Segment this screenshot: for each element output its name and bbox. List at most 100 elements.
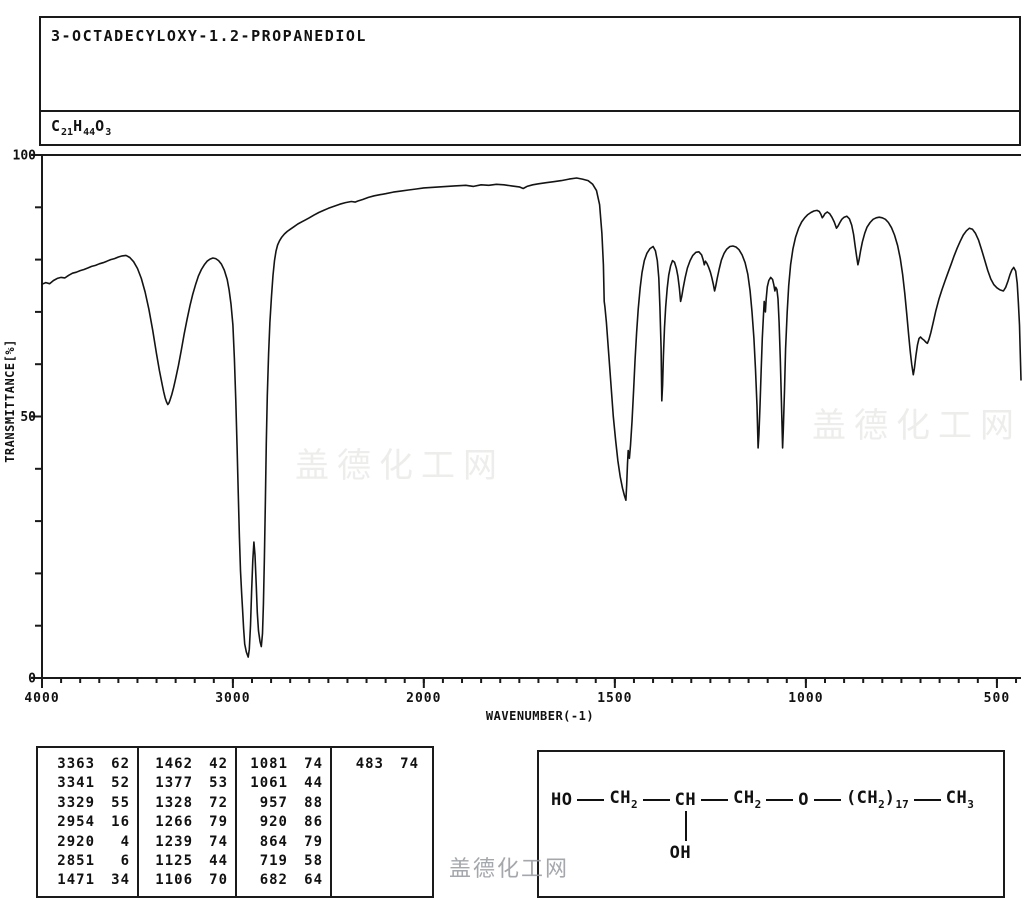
peak-row: 483 74 <box>332 755 426 774</box>
atom-group: (CH2)17 <box>845 788 909 811</box>
peak-transmittance: 44 <box>209 853 228 870</box>
peak-transmittance: 53 <box>209 775 228 792</box>
peak-table-column: 483 74 <box>332 748 426 896</box>
x-tick-label: 1500 <box>597 691 632 706</box>
peak-wavenumber: 1106 <box>155 872 193 889</box>
peak-transmittance: 6 <box>120 853 130 870</box>
peak-row: 1106 70 <box>139 871 235 890</box>
y-tick-label: 0 <box>28 672 36 687</box>
spectrum-curve <box>41 177 1022 658</box>
peak-transmittance: 74 <box>209 833 228 850</box>
peak-wavenumber: 2920 <box>57 833 95 850</box>
peak-wavenumber: 920 <box>259 814 288 831</box>
peak-row: 2920 4 <box>38 833 137 852</box>
peak-transmittance: 16 <box>111 814 130 831</box>
peak-wavenumber: 1462 <box>155 756 193 772</box>
peak-transmittance: 62 <box>111 756 130 772</box>
peak-row: 1462 42 <box>139 755 235 774</box>
peak-row: 1328 72 <box>139 794 235 813</box>
site-watermark: 盖德化工网 <box>449 857 570 882</box>
peak-wavenumber: 1239 <box>155 833 193 850</box>
peak-wavenumber: 1125 <box>155 853 193 870</box>
peak-transmittance: 34 <box>111 872 130 889</box>
peak-row: 1266 79 <box>139 813 235 832</box>
peak-row: 3329 55 <box>38 794 137 813</box>
peak-wavenumber: 1328 <box>155 794 193 811</box>
x-tick-label: 2000 <box>406 691 441 706</box>
peak-transmittance: 52 <box>111 775 130 792</box>
atom-group: HO <box>551 789 573 810</box>
peak-row: 1239 74 <box>139 833 235 852</box>
peak-transmittance: 74 <box>304 756 323 772</box>
peak-wavenumber: 864 <box>259 833 288 850</box>
peak-row: 957 88 <box>237 794 330 813</box>
branch-bond-line <box>684 810 687 841</box>
peak-transmittance: 79 <box>209 814 228 831</box>
structure-formula: HO CH2 CH OH CH2 O (CH2)17 CH3 <box>551 788 974 863</box>
atom-group: O <box>798 789 809 810</box>
x-tick-label: 500 <box>984 691 1010 706</box>
y-axis-title: TRANSMITTANCE[%] <box>3 339 17 463</box>
peak-wavenumber: 3341 <box>57 775 95 792</box>
compound-title: 3-OCTADECYLOXY-1.2-PROPANEDIOL <box>51 27 367 45</box>
peak-wavenumber: 3329 <box>57 794 95 811</box>
bond-line <box>701 798 729 801</box>
atom-group: CH OH <box>669 789 697 863</box>
peak-transmittance: 86 <box>304 814 323 831</box>
peak-table-column: 1081 74 1061 44 957 88 920 86 864 79 719 58 682 64 <box>237 748 332 896</box>
peak-row: 3363 62 <box>38 755 137 774</box>
peak-wavenumber: 957 <box>259 794 288 811</box>
peak-wavenumber: 1377 <box>155 775 193 792</box>
bond-line <box>577 798 605 801</box>
peak-table: 3363 62 3341 52 3329 55 2954 16 2920 4 2851 6 1471 34… <box>36 746 434 898</box>
x-tick-label: 4000 <box>24 691 59 706</box>
peak-transmittance: 74 <box>400 756 419 772</box>
peak-row: 864 79 <box>237 833 330 852</box>
peak-row: 920 86 <box>237 813 330 832</box>
y-tick-label: 100 <box>13 149 37 164</box>
peak-row: 1081 74 <box>237 755 330 774</box>
peak-row: 682 64 <box>237 871 330 890</box>
peak-transmittance: 88 <box>304 794 323 811</box>
peak-row: 3341 52 <box>38 774 137 793</box>
atom-group: CH3 <box>945 788 974 811</box>
peak-transmittance: 58 <box>304 853 323 870</box>
molecular-formula: C21H44O3 <box>51 117 112 138</box>
header-box: 3-OCTADECYLOXY-1.2-PROPANEDIOL C21H44O3 <box>39 16 1021 146</box>
peak-transmittance: 64 <box>304 872 323 889</box>
peak-row: 1471 34 <box>38 871 137 890</box>
peak-row: 1377 53 <box>139 774 235 793</box>
peak-table-column: 1462 42 1377 53 1328 72 1266 79 1239 74 1125 44 1106… <box>139 748 237 896</box>
peak-wavenumber: 719 <box>259 853 288 870</box>
peak-row: 719 58 <box>237 852 330 871</box>
x-tick-label: 1000 <box>788 691 823 706</box>
header-divider <box>41 110 1019 112</box>
structure-box: HO CH2 CH OH CH2 O (CH2)17 CH3 <box>537 750 1005 898</box>
bond-line <box>913 798 941 801</box>
peak-transmittance: 55 <box>111 794 130 811</box>
peak-wavenumber: 1471 <box>57 872 95 889</box>
peak-row: 2954 16 <box>38 813 137 832</box>
peak-row: 2851 6 <box>38 852 137 871</box>
peak-wavenumber: 483 <box>355 756 384 772</box>
x-axis-title: WAVENUMBER(-1) <box>486 709 594 723</box>
peak-wavenumber: 1081 <box>250 756 288 772</box>
peak-transmittance: 44 <box>304 775 323 792</box>
hydroxyl-label: OH <box>669 842 692 863</box>
peak-row: 1061 44 <box>237 774 330 793</box>
peak-wavenumber: 1061 <box>250 775 288 792</box>
peak-transmittance: 4 <box>120 833 130 850</box>
y-tick-label: 50 <box>20 410 36 425</box>
peak-wavenumber: 3363 <box>57 756 95 772</box>
bond-line <box>766 798 794 801</box>
peak-row: 1125 44 <box>139 852 235 871</box>
peak-table-column: 3363 62 3341 52 3329 55 2954 16 2920 4 2851 6 1471 34 <box>38 748 139 896</box>
atom-group: CH2 <box>609 788 638 811</box>
x-tick-label: 3000 <box>215 691 250 706</box>
peak-wavenumber: 2851 <box>57 853 95 870</box>
peak-transmittance: 79 <box>304 833 323 850</box>
atom-group: CH2 <box>733 788 762 811</box>
peak-wavenumber: 2954 <box>57 814 95 831</box>
